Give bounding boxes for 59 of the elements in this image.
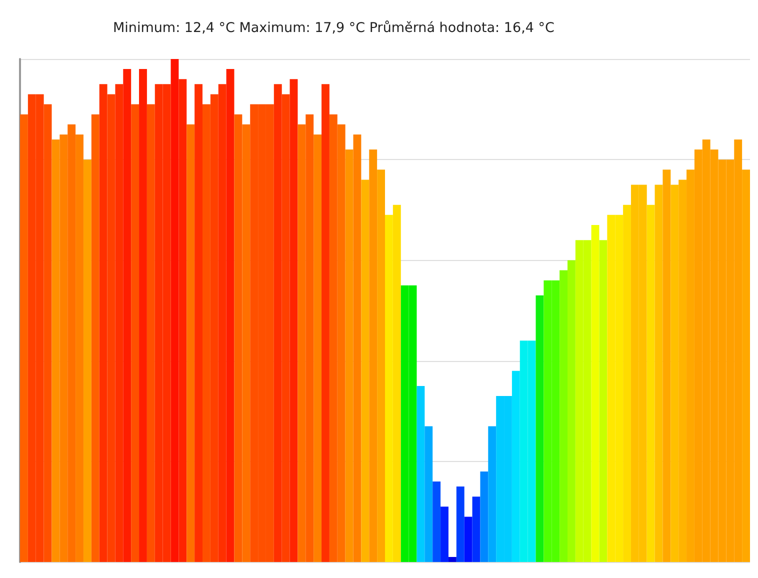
bar <box>314 134 322 562</box>
bar <box>322 84 330 562</box>
bar <box>20 114 28 562</box>
bar <box>44 104 52 562</box>
bar <box>480 471 488 562</box>
bar <box>131 104 140 562</box>
bar <box>123 69 132 562</box>
bar <box>290 79 298 562</box>
bar <box>52 139 60 562</box>
bar <box>353 134 362 562</box>
bar <box>472 496 480 562</box>
bar <box>115 84 124 562</box>
bar <box>369 150 378 562</box>
bar <box>448 556 456 562</box>
bar <box>662 170 671 562</box>
bar <box>464 516 472 562</box>
chart-title: Minimum: 12,4 °C Maximum: 17,9 °C Průměrná hodnota: 16,4 °C <box>113 20 554 36</box>
bar <box>512 370 520 562</box>
bar <box>218 84 226 562</box>
bar <box>194 84 202 562</box>
bar <box>536 295 544 562</box>
bar <box>60 134 68 562</box>
bar <box>170 59 179 562</box>
bar <box>568 260 576 562</box>
bar <box>456 486 464 562</box>
bar <box>432 482 441 562</box>
bar <box>377 170 385 562</box>
bar <box>186 124 195 562</box>
bar <box>146 104 155 562</box>
bar <box>242 124 250 562</box>
bar <box>361 180 370 562</box>
bar <box>68 124 76 562</box>
bar <box>76 134 84 562</box>
bar <box>99 84 108 562</box>
bar <box>178 79 187 562</box>
bar <box>226 69 234 562</box>
bar <box>202 104 210 562</box>
bar <box>488 426 496 562</box>
bar <box>654 184 663 562</box>
bar <box>274 84 282 562</box>
bar <box>345 150 354 562</box>
bar <box>646 204 655 562</box>
bar <box>91 114 100 562</box>
bar <box>306 114 314 562</box>
bar <box>234 114 242 562</box>
bar <box>107 94 116 562</box>
bar <box>424 426 433 562</box>
bar <box>440 506 448 562</box>
bar <box>416 386 425 562</box>
bar <box>83 160 92 562</box>
bar <box>599 240 608 562</box>
bar <box>560 270 568 562</box>
bar <box>329 114 338 562</box>
bar <box>337 124 346 562</box>
bar <box>282 94 290 562</box>
bar <box>139 69 147 562</box>
bar <box>298 124 306 562</box>
bar <box>210 94 218 562</box>
bar <box>591 224 600 562</box>
